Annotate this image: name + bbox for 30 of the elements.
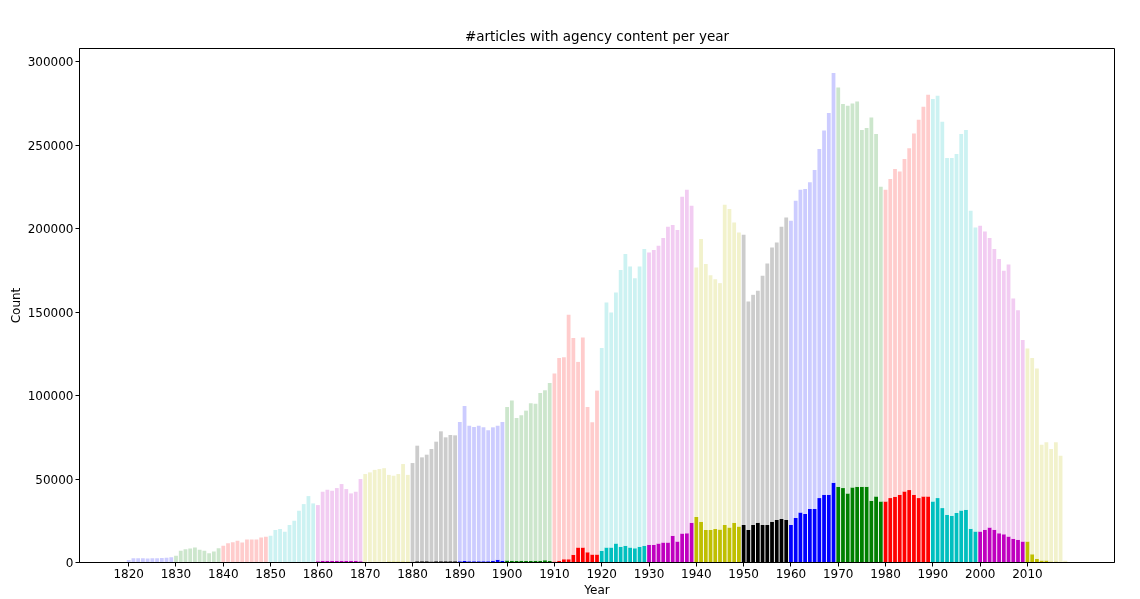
x-tick-label: 1970: [822, 566, 854, 581]
y-tick-label: 200000: [27, 222, 74, 237]
x-tick-label: 2010: [1012, 566, 1043, 581]
y-tick-label: 300000: [27, 55, 74, 70]
y-tick-label: 100000: [27, 389, 74, 404]
x-tick-label: 1920: [586, 566, 618, 581]
x-tick-label: 1890: [444, 566, 476, 581]
x-tick-label: 1880: [397, 566, 428, 581]
x-tick-label: 1980: [870, 566, 901, 581]
x-tick-label: 1870: [349, 566, 381, 581]
x-tick-label: 1930: [633, 566, 665, 581]
x-tick-label: 1850: [255, 566, 286, 581]
y-tick-label: 150000: [27, 305, 74, 320]
y-tick-label: 250000: [27, 138, 74, 153]
y-tick-label: 0: [65, 556, 74, 570]
x-tick-label: 1820: [113, 566, 144, 581]
x-tick-label: 2000: [964, 566, 996, 581]
x-tick-label: 1990: [917, 566, 949, 581]
x-tick-label: 1860: [302, 566, 334, 581]
x-tick-label: 1950: [728, 566, 759, 581]
x-tick-label: 1840: [208, 566, 239, 581]
x-tick-label: 1830: [160, 566, 192, 581]
x-tick-label: 1900: [491, 566, 523, 581]
chart-title: #articles with agency content per year: [464, 27, 730, 44]
x-tick-label: 1960: [775, 566, 807, 581]
x-axis-title: Year: [583, 582, 610, 597]
x-tick-label: 1940: [681, 566, 712, 581]
y-tick-label: 50000: [35, 472, 74, 487]
x-tick-label: 1910: [539, 566, 570, 581]
y-axis-title: Count: [8, 287, 23, 324]
